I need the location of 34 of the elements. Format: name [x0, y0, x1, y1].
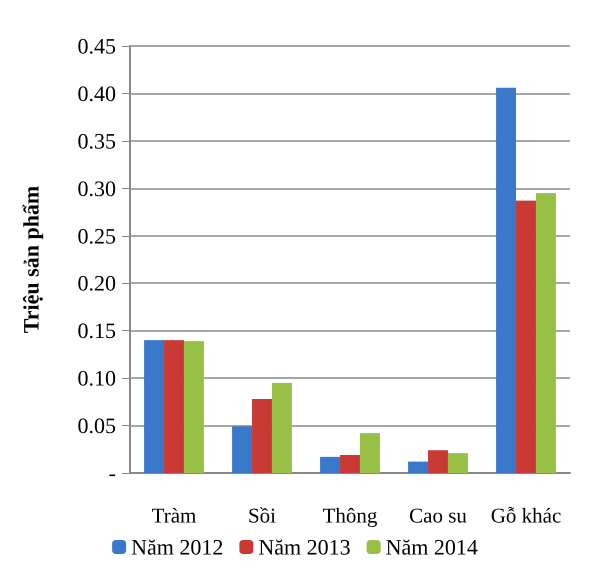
y-tick-label: 0.05 [78, 413, 116, 438]
y-axis-title: Triệu sản phẩm [18, 186, 44, 334]
bar [360, 433, 380, 473]
legend-label: Năm 2014 [386, 534, 478, 560]
bar [272, 382, 292, 473]
x-tick-label: Thông [322, 504, 378, 528]
legend-label: Năm 2012 [131, 534, 224, 560]
bar [144, 340, 164, 473]
bar [164, 340, 184, 473]
y-tick-label: 0.45 [78, 34, 116, 58]
bar [428, 450, 448, 473]
bar [340, 454, 360, 473]
y-tick-label: 0.10 [78, 366, 116, 391]
bar [252, 398, 272, 473]
x-tick-label: Cao su [409, 504, 468, 528]
bar [408, 462, 428, 473]
y-tick-label: 0.30 [78, 176, 116, 201]
x-tick-label: Sồi [248, 504, 276, 528]
y-tick-label: 0.15 [78, 318, 116, 344]
y-tick-label: 0.20 [78, 270, 116, 296]
bar [320, 456, 340, 473]
bar [536, 193, 556, 473]
y-tick-label: - [108, 460, 116, 486]
x-tick-label: Tràm [152, 504, 196, 528]
bar [232, 426, 252, 473]
legend-label: Năm 2013 [258, 534, 351, 560]
bar [496, 88, 516, 473]
y-tick-label: 0.25 [78, 223, 116, 248]
bar [184, 341, 204, 473]
bar [448, 453, 468, 473]
y-tick-label: 0.35 [78, 128, 116, 154]
y-tick-label: 0.40 [78, 80, 116, 106]
bar [516, 200, 536, 473]
x-tick-label: Gỗ khác [490, 504, 562, 528]
